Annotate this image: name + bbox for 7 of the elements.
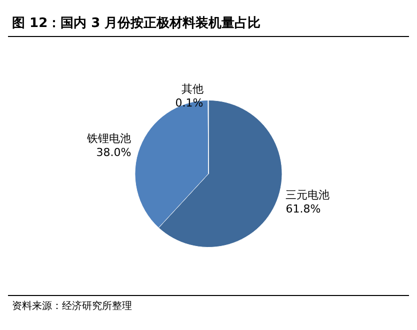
slice-label: 其他	[181, 82, 204, 96]
data-label: 38.0%	[96, 146, 132, 160]
chart-title: 图 12：国内 3 月份按正极材料装机量占比	[8, 8, 409, 37]
text: 资料来源：经济研究所整理	[12, 300, 133, 313]
data-label: 61.8%	[286, 202, 321, 216]
slice-label: 铁锂电池	[86, 132, 132, 146]
slice-label: 三元电池	[286, 188, 330, 202]
